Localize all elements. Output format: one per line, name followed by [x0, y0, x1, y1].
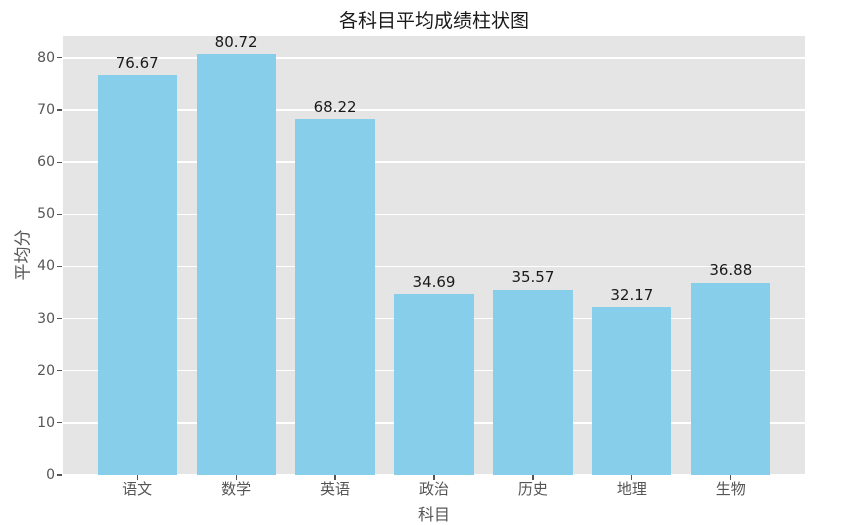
x-tick-mark: [631, 475, 633, 480]
y-tick-mark: [57, 57, 62, 59]
x-tick-mark: [532, 475, 534, 480]
gridline: [63, 213, 805, 216]
y-tick-label: 50: [37, 206, 55, 223]
bar: [97, 75, 177, 475]
bar: [394, 294, 474, 475]
bar: [691, 282, 771, 475]
y-tick-label: 10: [37, 414, 55, 431]
y-tick-mark: [57, 213, 62, 215]
x-tick-mark: [136, 475, 138, 480]
x-tick-label: 数学: [221, 480, 252, 498]
bar: [196, 54, 276, 475]
x-axis-title: 科目: [417, 505, 451, 524]
gridline: [63, 265, 805, 268]
x-tick-mark: [433, 475, 435, 480]
y-tick-mark: [57, 161, 62, 163]
y-axis-title: 平均分: [13, 229, 34, 281]
bar-value-label: 35.57: [511, 268, 555, 287]
y-tick-mark: [57, 109, 62, 111]
gridline: [63, 161, 805, 163]
y-tick-label: 70: [37, 102, 55, 119]
bar: [493, 289, 573, 475]
bar: [295, 119, 375, 475]
y-tick-mark: [57, 317, 62, 320]
x-tick-label: 地理: [616, 480, 647, 498]
y-tick-mark: [57, 265, 62, 268]
gridline: [63, 109, 805, 111]
y-tick-label: 60: [37, 154, 55, 171]
bar: [592, 307, 672, 475]
x-tick-label: 英语: [320, 480, 351, 498]
bar-value-label: 34.69: [412, 272, 456, 291]
x-tick-label: 生物: [715, 480, 746, 498]
bar-value-label: 80.72: [214, 32, 258, 51]
x-tick-mark: [235, 475, 237, 480]
x-tick-mark: [730, 475, 732, 480]
y-tick-label: 30: [37, 310, 55, 327]
bar-value-label: 32.17: [610, 285, 654, 304]
bar-value-label: 36.88: [709, 261, 753, 280]
gridline: [63, 57, 805, 59]
y-tick-mark: [57, 474, 62, 476]
bar-value-label: 76.67: [115, 53, 159, 72]
y-tick-label: 0: [46, 467, 55, 483]
y-tick-label: 40: [37, 258, 55, 275]
y-tick-label: 20: [37, 362, 55, 379]
y-tick-label: 80: [37, 49, 55, 66]
y-tick-mark: [57, 422, 62, 424]
x-tick-label: 语文: [122, 480, 153, 498]
chart-title: 各科目平均成绩柱状图: [338, 10, 530, 32]
plot-area: 0 10 20 30 40 50 60 70 80 76.67 语文 80.72 数学 68.22 英语 34…: [37, 32, 805, 497]
bar-value-label: 68.22: [313, 97, 357, 116]
y-tick-mark: [57, 370, 62, 372]
x-tick-label: 政治: [418, 480, 450, 498]
x-tick-mark: [334, 475, 336, 480]
x-tick-label: 历史: [517, 480, 548, 498]
